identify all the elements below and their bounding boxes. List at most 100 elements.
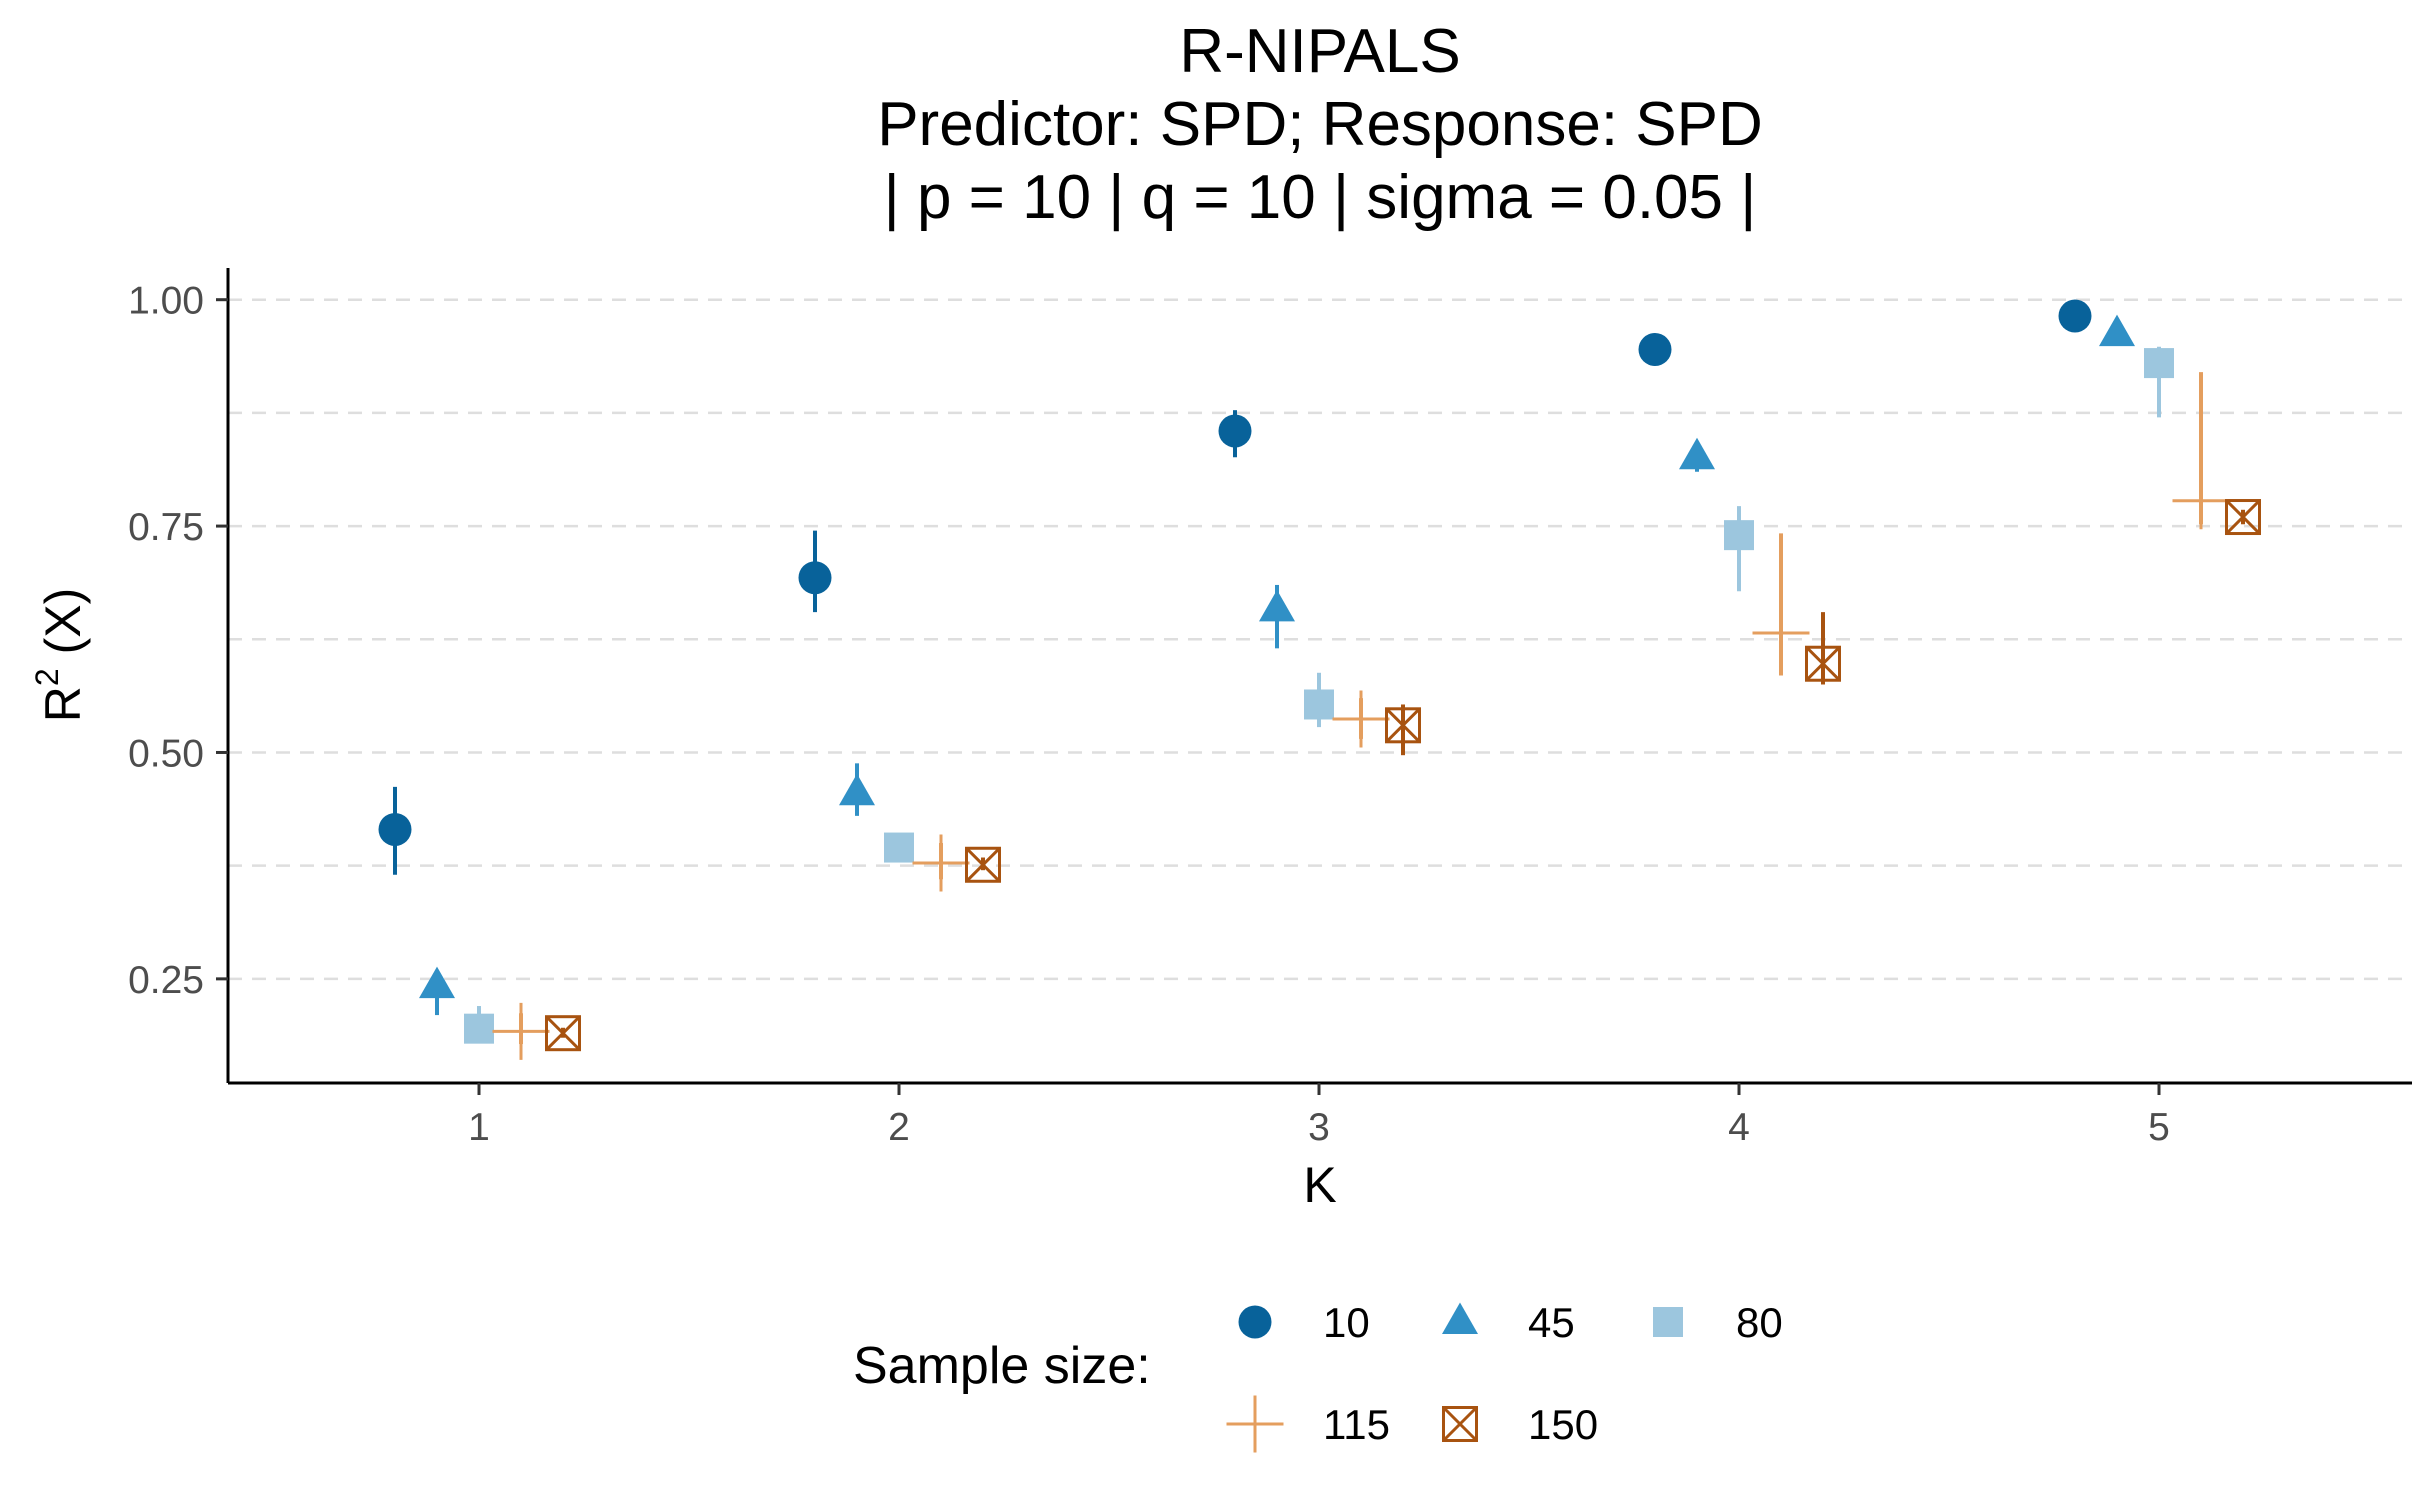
legend-title: Sample size: xyxy=(853,1337,1151,1395)
data-point xyxy=(884,832,914,863)
data-point xyxy=(378,786,412,875)
chart-title-line-2: Predictor: SPD; Response: SPD xyxy=(877,90,1763,159)
point-square-x-cross xyxy=(1442,1406,1478,1442)
point-plus xyxy=(1226,1395,1284,1453)
point-circle xyxy=(1638,333,1672,366)
point-circle xyxy=(1238,1305,1272,1339)
point-circle xyxy=(798,561,832,595)
grid-lines xyxy=(228,298,2412,981)
point-square-x-cross xyxy=(545,1015,581,1051)
x-axis-ticks: 1 2 3 4 5 xyxy=(468,1083,2170,1149)
point-plus xyxy=(912,834,970,892)
legend-entry-10: 10 xyxy=(1238,1299,1370,1346)
chart-title-line-1: R-NIPALS xyxy=(1179,17,1460,86)
point-triangle xyxy=(2099,314,2135,347)
data-point xyxy=(1638,333,1672,366)
data-point xyxy=(1259,584,1295,649)
data-point xyxy=(1385,704,1421,756)
y-tick-label: 0.75 xyxy=(128,506,204,549)
data-point xyxy=(1724,506,1754,592)
point-circle xyxy=(2058,299,2092,333)
x-tick-label: 5 xyxy=(2148,1106,2170,1149)
legend-label: 10 xyxy=(1323,1299,1370,1346)
legend-entry-150: 150 xyxy=(1442,1401,1598,1448)
series-45 xyxy=(419,314,2135,1016)
point-square-x-cross xyxy=(965,847,1001,883)
point-square-x xyxy=(965,846,1001,883)
y-axis-title: R2 (X) xyxy=(29,588,91,722)
point-triangle xyxy=(1442,1302,1478,1334)
data-marks xyxy=(378,299,2261,1060)
y-tick-label: 0.50 xyxy=(128,732,204,775)
data-point xyxy=(1332,690,1390,748)
legend: Sample size: 10 45 80 115 150 xyxy=(853,1299,1783,1453)
point-triangle xyxy=(1679,437,1715,470)
y-tick-label: 1.00 xyxy=(128,280,204,323)
data-point xyxy=(1805,612,1841,685)
data-point xyxy=(2172,372,2230,530)
point-square xyxy=(1653,1307,1683,1337)
point-square-x xyxy=(545,1015,581,1052)
legend-label: 45 xyxy=(1528,1299,1575,1346)
data-point xyxy=(1218,410,1252,458)
data-point xyxy=(912,834,970,892)
data-point xyxy=(839,763,875,816)
data-point xyxy=(2058,299,2092,333)
chart-title-line-3: | p = 10 | q = 10 | sigma = 0.05 | xyxy=(884,163,1757,232)
y-axis-ticks: 0.25 0.50 0.75 1.00 xyxy=(128,280,228,1002)
x-tick-label: 1 xyxy=(468,1106,490,1149)
data-point xyxy=(419,966,455,1016)
data-point xyxy=(2144,346,2174,418)
series-150 xyxy=(545,499,2261,1052)
point-square xyxy=(2144,348,2174,379)
legend-label: 150 xyxy=(1528,1401,1598,1448)
x-tick-label: 4 xyxy=(1728,1106,1750,1149)
legend-entry-115: 115 xyxy=(1226,1395,1390,1453)
point-circle xyxy=(378,812,412,846)
point-square-x xyxy=(1442,1406,1478,1442)
series-10 xyxy=(378,299,2092,875)
point-plus xyxy=(2172,472,2230,530)
point-square-x-cross xyxy=(1385,707,1421,743)
y-axis-title-superscript: 2 xyxy=(29,668,65,686)
y-axis-title-base: R xyxy=(35,686,91,722)
point-circle xyxy=(1218,414,1252,448)
data-point xyxy=(545,1015,581,1052)
y-axis-title-rest: (X) xyxy=(35,588,91,669)
legend-entries: 10 45 80 115 150 xyxy=(1226,1299,1783,1453)
point-triangle xyxy=(419,966,455,999)
data-point xyxy=(1304,672,1334,728)
point-square-x xyxy=(1385,707,1421,744)
point-plus xyxy=(1332,690,1390,748)
point-square-x-cross xyxy=(1805,646,1841,682)
point-triangle xyxy=(1259,589,1295,622)
x-axis-title: K xyxy=(1303,1157,1336,1213)
data-point xyxy=(1679,437,1715,472)
point-square-x xyxy=(1805,645,1841,682)
point-plus xyxy=(1752,604,1810,662)
legend-label: 115 xyxy=(1323,1401,1390,1448)
legend-entry-80: 80 xyxy=(1653,1299,1783,1346)
point-plus xyxy=(492,1002,550,1060)
y-tick-label: 0.25 xyxy=(128,959,204,1002)
point-square xyxy=(1724,520,1754,551)
point-square xyxy=(464,1013,494,1044)
data-point xyxy=(1752,533,1810,676)
point-square xyxy=(884,832,914,863)
chart-title: R-NIPALS Predictor: SPD; Response: SPD |… xyxy=(877,17,1763,232)
point-square xyxy=(1304,689,1334,720)
series-80 xyxy=(464,346,2174,1044)
legend-entry-45: 45 xyxy=(1442,1299,1575,1346)
data-point xyxy=(492,1002,550,1060)
point-triangle xyxy=(839,773,875,806)
point-square-x xyxy=(2225,499,2261,536)
data-point xyxy=(2099,314,2135,347)
point-square-x-cross xyxy=(2225,499,2261,535)
series-115 xyxy=(492,372,2230,1060)
x-tick-label: 3 xyxy=(1308,1106,1330,1149)
legend-label: 80 xyxy=(1736,1299,1783,1346)
data-point xyxy=(2225,499,2261,536)
x-tick-label: 2 xyxy=(888,1106,910,1149)
data-point xyxy=(464,1006,494,1044)
